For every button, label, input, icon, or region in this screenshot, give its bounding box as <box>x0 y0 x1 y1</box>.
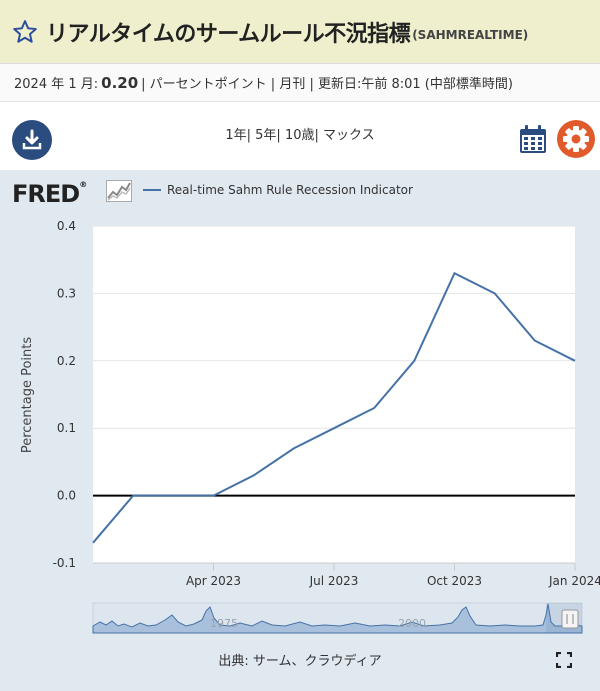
download-icon <box>22 129 42 150</box>
chart-legend: Real-time Sahm Rule Recession Indicator <box>143 183 413 197</box>
y-axis-label: Percentage Points <box>20 337 35 454</box>
x-tick-label: Oct 2023 <box>427 574 482 588</box>
legend-swatch <box>143 189 161 191</box>
chart-area: FRED® Real-time Sahm Rule Recession Indi… <box>0 170 600 691</box>
line-chart: -0.1 0.0 0.1 0.2 0.3 0.4 Apr 2023 Jul 2023 Oct … <box>20 219 600 634</box>
y-tick-label: 0.3 <box>57 286 76 300</box>
chart-controls: 1年| 5年| 10歳| マックス <box>0 102 600 170</box>
y-tick-label: 0.1 <box>57 421 76 435</box>
star-icon[interactable] <box>12 19 38 45</box>
range-max[interactable]: マックス <box>323 128 375 143</box>
y-tick-label: -0.1 <box>53 556 76 570</box>
navigator-label-1975: 1975 <box>210 617 238 630</box>
y-tick-label: 0.2 <box>57 354 76 368</box>
y-tick-label: 0.4 <box>57 219 76 233</box>
observation-units: | パーセントポイント | 月刊 | 更新日:午前 8:01 (中部標準時間) <box>141 77 513 92</box>
x-axis-ticks: Apr 2023 Jul 2023 Oct 2023 Jan 2024 <box>93 562 600 588</box>
navigator-series <box>92 603 583 634</box>
observation-date: 2024 年 1 月: <box>14 77 99 92</box>
page-title: リアルタイムのサームルール不況指標 <box>46 21 411 47</box>
range-navigator[interactable]: 1975 2000 <box>92 602 583 634</box>
navigator-handle[interactable] <box>561 609 579 629</box>
download-button[interactable] <box>12 120 52 160</box>
y-axis-ticks: -0.1 0.0 0.1 0.2 0.3 0.4 <box>53 219 76 570</box>
plot-background <box>93 226 575 563</box>
source-credit: 出典: サーム、クラウディア <box>218 654 382 669</box>
series-line <box>92 271 576 544</box>
x-tick-label: Jan 2024 <box>548 574 600 588</box>
fullscreen-icon[interactable] <box>556 652 572 668</box>
range-selector: 1年| 5年| 10歳| マックス <box>225 128 375 143</box>
range-10y[interactable]: 10歳 <box>284 128 315 143</box>
title-bar: リアルタイムのサームルール不況指標 (SAHMREALTIME) <box>0 0 600 64</box>
x-tick-label: Jul 2023 <box>309 574 359 588</box>
navigator-label-2000: 2000 <box>398 617 426 630</box>
legend-label: Real-time Sahm Rule Recession Indicator <box>167 183 413 197</box>
observation-value: 0.20 <box>101 73 139 92</box>
fred-logo: FRED® <box>12 180 88 208</box>
observation-meta: 2024 年 1 月: 0.20 | パーセントポイント | 月刊 | 更新日:… <box>0 64 600 102</box>
series-code: (SAHMREALTIME) <box>412 27 529 42</box>
range-1y[interactable]: 1年 <box>225 128 247 143</box>
x-tick-label: Apr 2023 <box>186 574 241 588</box>
fred-chart-icon <box>106 180 132 202</box>
gear-icon[interactable] <box>556 119 596 159</box>
calendar-icon[interactable] <box>519 124 547 154</box>
y-tick-label: 0.0 <box>57 489 76 503</box>
range-5y[interactable]: 5年 <box>255 128 277 143</box>
